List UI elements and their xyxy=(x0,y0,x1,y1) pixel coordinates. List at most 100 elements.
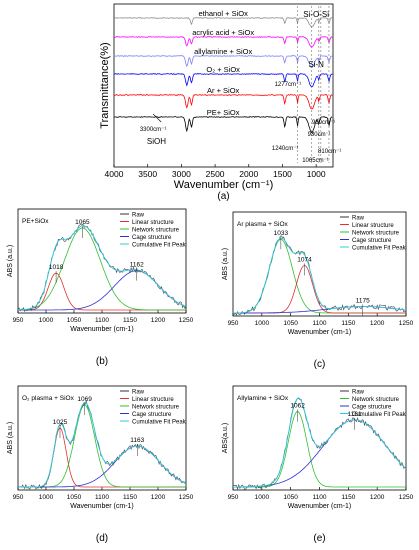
legend-entry-d-2: Network structure xyxy=(132,404,180,410)
annotation-si-o-si: Si-O-Si xyxy=(303,10,329,19)
legend-entry-e-3: Cumulative Fit Peak xyxy=(352,412,407,418)
x-axis-label-b: Wavenumber (cm-1) xyxy=(70,326,134,333)
x-tick-label-b: 1050 xyxy=(67,317,82,324)
panel-label-d: (d) xyxy=(96,533,108,544)
legend-entry-b-4: Cumulative Fit Peak xyxy=(132,242,187,248)
x-tick-label-e: 1100 xyxy=(313,494,327,501)
panel-b: 950 1000 1050 1100 1150 1200 1250 Wavenumber (c… xyxy=(7,208,194,367)
cumulative-fit-e xyxy=(233,397,407,488)
x-axis-label-c: Wavenumber (cm-1) xyxy=(288,329,352,336)
series-label-1: acrylic acid + SiOx xyxy=(192,28,254,37)
y-axis-label-e: ABS(a.u.) xyxy=(222,423,229,453)
spectrum-line-0 xyxy=(114,17,333,28)
x-tick-label-c: 950 xyxy=(228,320,239,327)
legend-entry-d-3: Cage structure xyxy=(132,412,172,418)
x-tick-label-c: 1150 xyxy=(341,320,355,327)
peak-label-b-1: 1065 xyxy=(75,219,90,226)
y-axis-label-d: ABS (a.u.) xyxy=(7,422,14,454)
spectrum-line-3 xyxy=(114,73,333,87)
legend-entry-c-2: Network structure xyxy=(352,230,400,236)
cumulative-fit-c xyxy=(233,237,407,314)
x-tick-label-e: 950 xyxy=(228,494,239,501)
peak-label-d-0: 1025 xyxy=(53,419,68,426)
peak-curve-e-1 xyxy=(233,419,407,488)
series-label-2: allylamine + SiOx xyxy=(194,47,252,56)
series-label-4: Ar + SiOx xyxy=(207,86,240,95)
y-axis-label-a: Transmittance(%) xyxy=(99,42,111,128)
x-tick-label-b: 1150 xyxy=(123,317,137,324)
x-tick-label-a: 1000 xyxy=(307,169,326,179)
legend-entry-e-2: Cage structure xyxy=(352,404,392,410)
x-tick-label-b: 1000 xyxy=(39,317,54,324)
x-axis-label-e: Wavenumber (cm-1) xyxy=(288,503,352,510)
x-tick-label-e: 1150 xyxy=(341,494,355,501)
panel-label-e: (e) xyxy=(313,533,325,544)
x-tick-label-c: 1000 xyxy=(255,320,270,327)
annotation-960: 960cm⁻¹ xyxy=(312,120,335,126)
peak-label-c-1: 1074 xyxy=(297,256,312,263)
legend-entry-c-1: Linear structure xyxy=(352,223,394,229)
x-tick-label-a: 3500 xyxy=(138,169,157,179)
x-tick-label-d: 1050 xyxy=(67,494,82,501)
x-tick-label-a: 2000 xyxy=(239,169,258,179)
panel-label-a: (a) xyxy=(217,191,229,202)
annotation-1277: 1277cm⁻¹ xyxy=(275,82,302,88)
panel-e: 950 1000 1050 1100 1150 1200 1250 Wavenumber (c… xyxy=(222,385,414,544)
x-tick-label-c: 1250 xyxy=(399,320,414,327)
x-axis-label-a: Wavenumber (cm⁻¹) xyxy=(174,179,274,191)
peak-label-e-1: 1161 xyxy=(348,411,362,418)
x-tick-label-c: 1200 xyxy=(370,320,385,327)
x-axis-label-d: Wavenumber (cm-1) xyxy=(70,503,134,510)
x-tick-label-c: 1050 xyxy=(283,320,298,327)
spectrum-line-5 xyxy=(113,116,333,134)
x-tick-label-a: 2500 xyxy=(206,169,225,179)
legend-entry-e-1: Network structure xyxy=(352,397,400,403)
y-axis-label-b: ABS (a.u.) xyxy=(7,245,14,277)
panel-title-e: Allylamine + SiOx xyxy=(237,395,289,402)
legend-entry-b-1: Linear structure xyxy=(132,220,174,226)
annotation-si-n: Si-N xyxy=(308,60,324,69)
annotation-810: 810cm⁻¹ xyxy=(318,149,341,155)
x-tick-label-d: 1100 xyxy=(95,494,109,501)
peak-label-d-1: 1069 xyxy=(77,396,92,403)
x-tick-label-b: 1250 xyxy=(179,317,194,324)
series-label-0: ethanol + SiOx xyxy=(198,9,248,18)
peak-curve-d-2 xyxy=(18,445,187,488)
x-tick-label-b: 1100 xyxy=(95,317,109,324)
peak-label-e-0: 1062 xyxy=(290,403,305,410)
x-tick-label-b: 950 xyxy=(13,317,24,324)
legend-entry-d-4: Cumulative Fit Peak xyxy=(132,419,187,425)
peak-curve-d-0 xyxy=(18,427,186,488)
panel-label-c: (c) xyxy=(314,359,326,370)
x-tick-label-e: 1250 xyxy=(399,494,414,501)
cumulative-fit-b xyxy=(17,225,187,311)
x-tick-label-a: 1500 xyxy=(273,169,292,179)
annotation-sioh: SiOH xyxy=(147,137,166,146)
legend-entry-d-0: Raw xyxy=(132,389,145,395)
legend-entry-d-1: Linear structure xyxy=(132,397,174,403)
peak-label-b-2: 1162 xyxy=(130,262,144,269)
annotation-1065: 1065cm⁻¹ xyxy=(302,158,329,164)
x-tick-label-d: 1250 xyxy=(179,494,194,501)
plot-frame-a xyxy=(113,3,334,168)
panel-title-b: PE+SiOx xyxy=(22,218,49,225)
spectrum-line-1 xyxy=(113,36,333,48)
panel-title-d: O₂ plasma + SiOx xyxy=(22,395,75,402)
panel-c: 950 1000 1050 1100 1150 1200 1250 Wavenumber (c… xyxy=(222,211,414,370)
peak-label-c-0: 1033 xyxy=(274,230,289,237)
series-label-3: O₂ + SiOx xyxy=(206,65,240,74)
peak-curve-b-1 xyxy=(17,227,186,311)
peak-label-c-2: 1175 xyxy=(356,297,370,304)
x-tick-label-c: 1100 xyxy=(313,320,327,327)
peak-label-b-0: 1018 xyxy=(49,264,64,271)
panel-d: 950 1000 1050 1100 1150 1200 1250 Wavenumber (c… xyxy=(7,385,194,544)
x-tick-label-a: 4000 xyxy=(105,169,124,179)
legend-entry-c-3: Cage structure xyxy=(352,238,392,244)
legend-entry-b-3: Cage structure xyxy=(132,235,172,241)
x-tick-label-b: 1200 xyxy=(151,317,166,324)
legend-entry-b-0: Raw xyxy=(132,212,145,218)
peak-curve-c-1 xyxy=(233,264,406,314)
panel-title-c: Ar plasma + SiOx xyxy=(237,221,289,228)
legend-entry-c-4: Cumulative Fit Peak xyxy=(352,245,407,251)
